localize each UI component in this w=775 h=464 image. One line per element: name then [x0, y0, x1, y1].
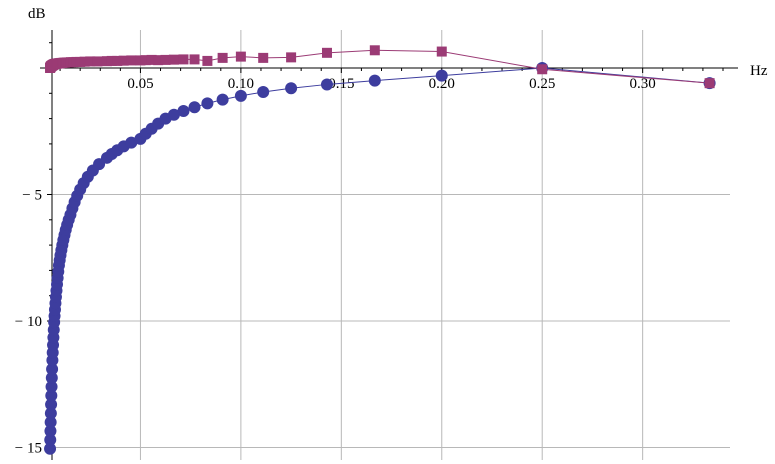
series-1	[44, 62, 716, 455]
data-point	[45, 398, 58, 411]
data-point	[106, 55, 117, 66]
data-point	[85, 56, 96, 67]
data-point	[44, 425, 57, 438]
data-point	[285, 82, 298, 95]
x-tick-label: 0.10	[228, 76, 254, 92]
data-point	[44, 407, 57, 420]
data-point	[44, 416, 57, 429]
data-series	[44, 45, 716, 455]
data-point	[704, 78, 715, 89]
data-point	[167, 108, 180, 121]
data-point	[126, 55, 137, 66]
data-point	[234, 89, 247, 102]
data-point	[368, 74, 381, 87]
data-point	[537, 64, 548, 75]
data-point	[153, 55, 164, 66]
x-tick-label: 0.15	[328, 76, 354, 92]
x-axis-label: Hz	[750, 63, 768, 79]
series-2	[45, 45, 715, 89]
data-point	[79, 56, 90, 67]
x-tick-label: 0.30	[630, 76, 656, 92]
data-point	[235, 51, 246, 62]
data-point	[46, 363, 59, 376]
data-point	[216, 93, 229, 106]
data-point	[118, 55, 129, 66]
data-point	[135, 55, 146, 66]
data-point	[44, 433, 57, 446]
data-point	[44, 442, 57, 455]
data-point	[178, 54, 189, 65]
data-point	[45, 389, 58, 402]
data-point	[258, 52, 269, 63]
y-tick-label: − 5	[22, 188, 42, 204]
data-point	[45, 371, 58, 384]
data-point	[217, 52, 228, 63]
data-point	[321, 47, 332, 58]
data-point	[168, 54, 179, 65]
y-axis-label: dB	[28, 6, 46, 22]
data-point	[160, 54, 171, 65]
y-tick-label: − 15	[15, 441, 42, 457]
data-point	[201, 97, 214, 110]
x-tick-label: 0.05	[127, 76, 153, 92]
data-point	[125, 136, 138, 149]
data-point	[146, 54, 157, 65]
data-point	[436, 46, 447, 57]
data-point	[369, 45, 380, 56]
x-tick-label: 0.25	[529, 76, 555, 92]
y-tick-label: − 10	[15, 314, 42, 330]
data-point	[140, 55, 151, 66]
data-point	[92, 56, 103, 67]
data-point	[320, 78, 333, 91]
x-tick-label: 0.20	[429, 76, 455, 92]
data-point	[202, 55, 213, 66]
data-point	[188, 101, 201, 114]
data-point	[257, 86, 270, 99]
axes	[40, 30, 738, 460]
data-point	[286, 52, 297, 63]
data-point	[112, 55, 123, 66]
data-point	[435, 69, 448, 82]
data-point	[189, 54, 200, 65]
grid	[52, 30, 730, 460]
data-point	[45, 380, 58, 393]
ticks: 0.05 0.10 0.15 0.20 0.25 0.30 − 5 − 10 − 15	[15, 42, 724, 457]
data-point	[177, 105, 190, 118]
